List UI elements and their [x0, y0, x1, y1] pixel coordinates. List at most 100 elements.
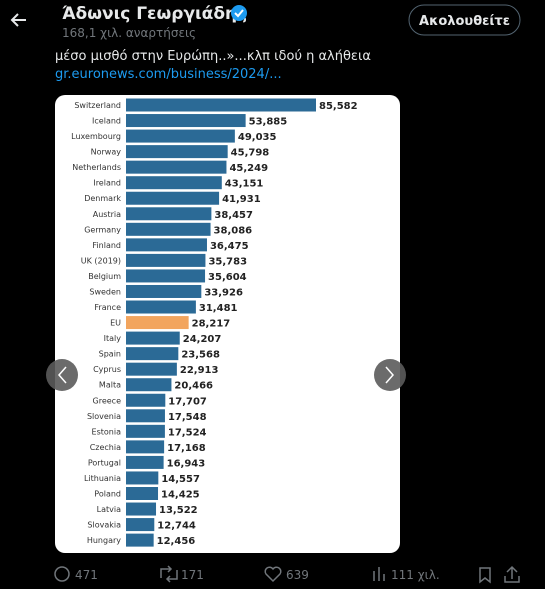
- view-count: 111 χιλ.: [391, 568, 440, 582]
- category-label: Portugal: [88, 458, 121, 467]
- bar: [126, 160, 227, 174]
- category-label: Malta: [99, 381, 121, 390]
- repost-count: 171: [181, 568, 204, 582]
- next-button[interactable]: [374, 359, 406, 391]
- value-label: 49,035: [238, 132, 277, 143]
- bar: [126, 471, 159, 485]
- value-label: 35,783: [208, 256, 247, 267]
- value-label: 17,548: [168, 412, 207, 423]
- bookmark-button[interactable]: [479, 567, 491, 584]
- value-label: 33,926: [204, 287, 243, 298]
- value-label: 38,457: [214, 210, 253, 221]
- bar: [126, 98, 316, 112]
- category-label: Austria: [93, 210, 121, 219]
- bar: [126, 487, 159, 500]
- value-label: 45,249: [229, 163, 268, 174]
- reply-count: 471: [75, 568, 98, 582]
- bar: [126, 191, 220, 205]
- value-label: 17,707: [168, 396, 207, 407]
- bar: [126, 518, 155, 532]
- category-label: Ireland: [93, 179, 121, 188]
- bar: [126, 409, 165, 423]
- follow-button[interactable]: [408, 4, 521, 36]
- bar: [126, 378, 172, 392]
- bar: [126, 284, 202, 298]
- bar: [126, 114, 246, 128]
- category-label: Denmark: [84, 194, 121, 203]
- bar: [126, 207, 212, 221]
- bar: [126, 300, 196, 314]
- category-label: Belgium: [88, 272, 121, 281]
- bar: [126, 440, 165, 454]
- category-label: Latvia: [97, 505, 121, 514]
- value-label: 23,568: [181, 350, 220, 361]
- value-label: 17,524: [168, 427, 207, 438]
- value-label: 43,151: [225, 179, 264, 190]
- category-label: Cyprus: [93, 365, 121, 374]
- category-label: Sweden: [89, 287, 121, 296]
- bar: [126, 347, 179, 361]
- bar: [126, 502, 157, 516]
- category-label: Spain: [99, 350, 121, 359]
- back-button[interactable]: [10, 13, 26, 27]
- value-label: 41,931: [222, 194, 261, 205]
- bar: [126, 238, 207, 252]
- value-label: 14,557: [161, 474, 200, 485]
- bar: [126, 362, 177, 376]
- category-label: France: [94, 303, 121, 312]
- value-label: 14,425: [161, 490, 200, 501]
- value-label: 85,582: [319, 101, 358, 112]
- bar: [126, 269, 206, 283]
- value-label: 16,943: [167, 458, 206, 469]
- reply-icon[interactable]: [54, 566, 70, 582]
- post-count: 168,1 χιλ. αναρτήσεις: [62, 26, 196, 40]
- tweet-link[interactable]: gr.euronews.com/business/2024/...: [55, 67, 282, 82]
- category-label: Norway: [91, 148, 122, 157]
- category-label: Luxembourg: [71, 132, 121, 141]
- share-button[interactable]: [504, 565, 520, 583]
- value-label: 53,885: [249, 117, 288, 128]
- value-label: 45,798: [231, 148, 270, 159]
- category-label: Germany: [84, 225, 121, 234]
- image-background: [55, 95, 400, 553]
- category-label: Italy: [104, 334, 122, 343]
- value-label: 20,466: [174, 381, 213, 392]
- value-label: 17,168: [167, 443, 206, 454]
- like-icon[interactable]: [264, 566, 282, 583]
- value-label: 35,604: [208, 272, 247, 283]
- category-label: Poland: [94, 490, 121, 499]
- category-label: Iceland: [92, 117, 121, 126]
- category-label: Switzerland: [74, 101, 121, 110]
- value-label: 12,744: [157, 521, 196, 532]
- value-label: 28,217: [192, 319, 231, 330]
- views-icon[interactable]: [373, 567, 385, 581]
- category-label: Greece: [93, 396, 122, 405]
- follow-label: Ακολουθείτε: [419, 14, 510, 29]
- bar: [126, 129, 235, 143]
- value-label: 13,522: [159, 505, 198, 516]
- category-label: Hungary: [87, 536, 121, 545]
- value-label: 24,207: [183, 334, 222, 345]
- chart-image: Switzerland 85,582 Iceland 53,885 Luxembourg…: [55, 95, 400, 553]
- category-label: Finland: [92, 241, 121, 250]
- value-label: 38,086: [214, 225, 253, 236]
- like-count: 639: [286, 568, 309, 582]
- user-name: Άδωνις Γεωργιάδης: [62, 4, 247, 24]
- category-label: Slovakia: [87, 521, 121, 530]
- category-label: Lithuania: [84, 474, 121, 483]
- category-label: EU: [110, 319, 121, 328]
- value-label: 22,913: [180, 365, 219, 376]
- bar: [126, 455, 164, 469]
- bar: [126, 222, 211, 236]
- category-label: UK (2019): [81, 256, 121, 265]
- value-label: 36,475: [210, 241, 249, 252]
- bar: [126, 316, 189, 330]
- bar: [126, 145, 228, 159]
- bar: [126, 253, 206, 267]
- repost-icon[interactable]: [160, 565, 178, 583]
- value-label: 12,456: [157, 536, 196, 547]
- prev-button[interactable]: [46, 359, 78, 391]
- category-label: Slovenia: [87, 412, 121, 421]
